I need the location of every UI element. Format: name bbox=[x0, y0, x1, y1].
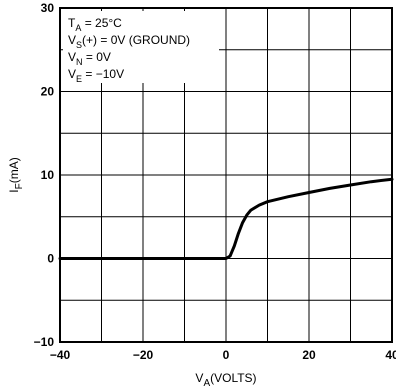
y-tick-label: 20 bbox=[41, 85, 55, 99]
y-axis-label: IF(mA) bbox=[7, 157, 25, 192]
condition-subscript: E bbox=[76, 74, 82, 84]
condition-value: = −10V bbox=[82, 67, 124, 81]
x-tick-label: 40 bbox=[385, 348, 396, 362]
condition-line: VS(+) = 0V (GROUND) bbox=[68, 33, 190, 50]
condition-line: TA = 25°C bbox=[68, 16, 122, 33]
x-tick-label: 20 bbox=[302, 348, 316, 362]
x-axis-label-rest: (VOLTS) bbox=[210, 371, 256, 385]
x-axis-label-sub: A bbox=[203, 378, 210, 389]
y-tick-label: −10 bbox=[34, 335, 55, 349]
series-layer bbox=[58, 177, 394, 260]
condition-symbol: T bbox=[68, 16, 76, 30]
condition-symbol: V bbox=[68, 67, 76, 81]
x-tick-label: 0 bbox=[223, 348, 230, 362]
y-axis-label-rest: (mA) bbox=[7, 157, 21, 183]
grid bbox=[60, 8, 392, 342]
condition-symbol: V bbox=[68, 50, 76, 64]
x-axis-label-main: V bbox=[195, 371, 203, 385]
plot-frame bbox=[59, 7, 393, 343]
condition-value: = 0V bbox=[83, 50, 111, 64]
condition-subscript: N bbox=[76, 57, 83, 67]
y-tick-label: 30 bbox=[41, 1, 55, 15]
condition-subscript: A bbox=[75, 23, 81, 33]
condition-value: (+) = 0V (GROUND) bbox=[82, 33, 190, 47]
y-tick-label: 10 bbox=[41, 168, 55, 182]
condition-line: VE = −10V bbox=[68, 67, 124, 84]
x-axis-label: VA(VOLTS) bbox=[195, 371, 256, 389]
condition-subscript: S bbox=[76, 40, 82, 50]
tick-labels: −40 −20 0 20 40 −10 0 10 20 30 bbox=[34, 1, 396, 362]
y-axis-label-sub: F bbox=[14, 183, 25, 189]
conditions-box-background bbox=[63, 11, 219, 83]
series-line bbox=[58, 177, 394, 260]
x-tick-label: −40 bbox=[50, 348, 71, 362]
y-tick-label: 0 bbox=[47, 252, 54, 266]
condition-symbol: V bbox=[68, 33, 76, 47]
condition-value: = 25°C bbox=[81, 16, 122, 30]
condition-line: VN = 0V bbox=[68, 50, 111, 67]
y-axis-label-main: I bbox=[7, 189, 21, 192]
x-tick-label: −20 bbox=[133, 348, 154, 362]
